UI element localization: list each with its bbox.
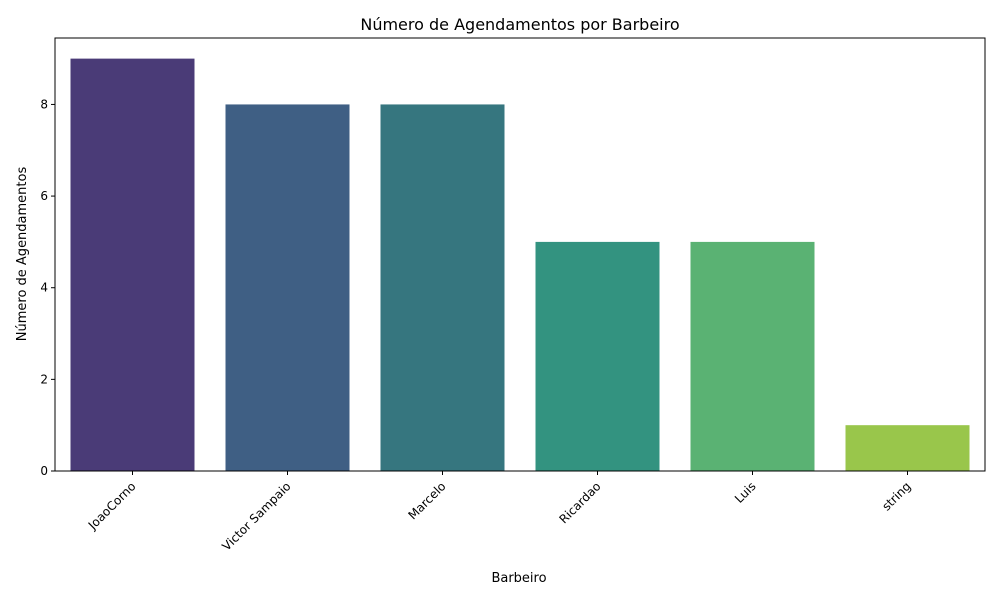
y-tick-label: 8 bbox=[40, 97, 48, 111]
y-axis-ticks: 0 2 4 6 8 bbox=[40, 97, 55, 478]
bars-layer bbox=[70, 58, 970, 472]
y-tick-label: 4 bbox=[40, 281, 48, 295]
axes-layer bbox=[54, 37, 986, 472]
x-tick-label: Luis bbox=[732, 479, 759, 506]
x-axis-ticks: JoaoCorno Victor Sampaio Marcelo Ricardao Lu… bbox=[85, 471, 914, 553]
plot-frame bbox=[54, 37, 986, 472]
bar-ricardao bbox=[535, 241, 660, 471]
x-axis-label: Barbeiro bbox=[491, 571, 546, 586]
bar-luis bbox=[690, 241, 815, 471]
chart-title: Número de Agendamentos por Barbeiro bbox=[360, 15, 679, 34]
x-tick-label: Ricardao bbox=[556, 479, 603, 526]
x-tick-label: Victor Sampaio bbox=[219, 479, 293, 553]
bar-string bbox=[845, 425, 970, 471]
bar-victor-sampaio bbox=[225, 104, 350, 472]
y-tick-label: 2 bbox=[40, 372, 48, 386]
x-tick-label: string bbox=[879, 479, 913, 513]
y-tick-label: 6 bbox=[40, 189, 48, 203]
x-tick-label: Marcelo bbox=[405, 479, 448, 522]
x-tick-label: JoaoCorno bbox=[85, 479, 139, 533]
bar-joaocorno bbox=[70, 58, 195, 471]
bar-marcelo bbox=[380, 104, 505, 472]
y-tick-label: 0 bbox=[40, 464, 48, 478]
y-axis-label: Número de Agendamentos bbox=[15, 167, 30, 342]
